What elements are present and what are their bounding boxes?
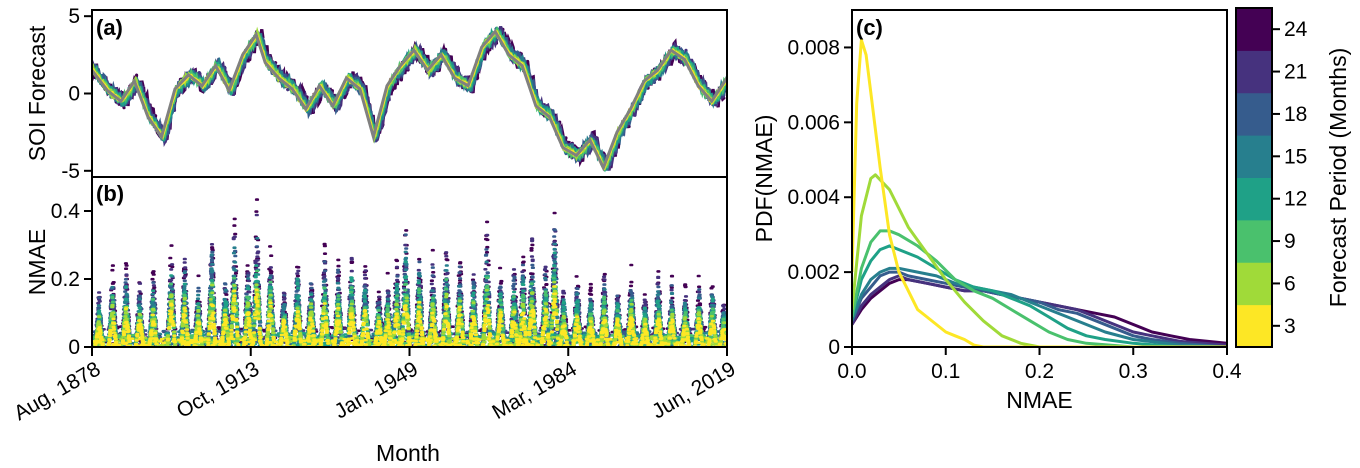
panel-c-pdf: 0.0 0.1 0.2 0.3 0.4 0 0.002 0.004 0.006 0.008 (c)… (751, 9, 1242, 413)
panel-a-y-tick-label: -5 (61, 160, 80, 183)
panel-b-x-tick-label: Mar, 1984 (488, 357, 581, 424)
colorbar-swatch-18mo (1236, 92, 1272, 136)
forecast-line-15mo (92, 26, 727, 171)
colorbar-swatch-24mo (1236, 8, 1272, 51)
panel-c-x-tick-label: 0.3 (1119, 360, 1148, 383)
panel-c-frame (851, 9, 1228, 348)
panel-a-y-axis-title: SOI Forecast (24, 25, 50, 161)
panel-b-x-axis-title: Month (376, 440, 440, 466)
colorbar-tick-label: 6 (1284, 272, 1296, 295)
colorbar-tick-label: 24 (1284, 18, 1308, 41)
pdf-curve-6mo (852, 173, 1227, 347)
panel-c-x-tick-label: 0.4 (1212, 360, 1242, 383)
colorbar: 3 6 9 12 15 18 21 24 Forecast Period (Months) (1235, 7, 1351, 348)
panel-c-y-tick-label: 0 (828, 336, 840, 359)
panel-c-y-tick-label: 0.006 (787, 111, 840, 134)
forecast-segments-21mo (92, 25, 727, 171)
forecast-line-9mo (92, 26, 727, 172)
panel-c-y-tick-label: 0.004 (787, 186, 840, 209)
panel-b-y-axis-title: NMAE (24, 229, 50, 295)
panel-c-x-tick-label: 0.0 (837, 360, 866, 383)
panel-c-plot-area (852, 38, 1227, 347)
colorbar-tick-label: 3 (1284, 315, 1296, 338)
colorbar-swatch-12mo (1236, 177, 1272, 221)
panel-b-x-tick-label: Jun, 2019 (648, 357, 739, 423)
colorbar-tick-label: 18 (1284, 103, 1307, 126)
panel-c-label: (c) (856, 15, 883, 40)
panel-b-x-tick-label: Aug, 1878 (10, 357, 104, 425)
colorbar-ticks: 3 6 9 12 15 18 21 24 (1272, 18, 1308, 338)
panel-b-y-tick-label: 0 (68, 336, 80, 359)
colorbar-tick-label: 15 (1284, 145, 1307, 168)
forecast-segments-9mo (92, 26, 727, 172)
colorbar-tick-label: 12 (1284, 188, 1307, 211)
colorbar-title: Forecast Period (Months) (1325, 48, 1351, 307)
panel-c-y-tick-label: 0.008 (787, 36, 840, 59)
panel-c-y-tick-label: 0.002 (787, 261, 840, 284)
panel-c-x-axis-title: NMAE (1006, 387, 1072, 413)
colorbar-swatch-6mo (1236, 262, 1272, 306)
panel-a-soi-forecast: -5 0 5 (a) SOI Forecast (24, 5, 728, 183)
forecast-segments-24mo (92, 27, 727, 169)
panel-c-x-tick-label: 0.2 (1025, 360, 1054, 383)
panel-a-y-ticks: -5 0 5 (61, 5, 92, 183)
forecast-line-12mo (92, 27, 727, 173)
colorbar-frame (1235, 7, 1273, 348)
colorbar-swatch-15mo (1236, 135, 1272, 178)
forecast-line-24mo (92, 27, 727, 169)
panel-a-frame (91, 9, 728, 178)
pdf-curve-9mo (852, 229, 1227, 347)
colorbar-tick-label: 21 (1284, 61, 1307, 84)
colorbar-segments (1236, 8, 1272, 348)
panel-a-plot-area (92, 25, 727, 173)
panel-a-y-tick-label: 5 (68, 5, 80, 28)
forecast-line-21mo (92, 25, 727, 171)
panel-b-x-tick-label: Oct, 1913 (173, 357, 263, 422)
pdf-curve-12mo (852, 244, 1227, 347)
panel-c-x-tick-label: 0.1 (931, 360, 960, 383)
colorbar-swatch-3mo (1236, 304, 1272, 348)
panel-c-y-axis-title: PDF(NMAE) (751, 115, 777, 243)
panel-b-y-tick-label: 0.4 (51, 200, 81, 223)
nmae-points-3mo (92, 285, 727, 347)
panel-b-label: (b) (96, 181, 124, 206)
panel-a-label: (a) (96, 15, 123, 40)
colorbar-swatch-21mo (1236, 50, 1272, 94)
colorbar-tick-label: 9 (1284, 230, 1296, 253)
observed-soi-line (92, 29, 727, 172)
panel-b-y-tick-label: 0.2 (51, 268, 80, 291)
pdf-curve-18mo (852, 270, 1227, 347)
pdf-curve-3mo (852, 38, 1227, 347)
colorbar-swatch-9mo (1236, 219, 1272, 263)
panel-b-nmae: 0 0.2 0.4 Aug, 1878 Oct, 1913 Jan, 1949 Mar, 1… (10, 176, 740, 466)
panel-c-ticks: 0.0 0.1 0.2 0.3 0.4 0 0.002 0.004 0.006 0.008 (787, 36, 1241, 383)
panel-b-x-tick-label: Jan, 1949 (331, 357, 422, 423)
panel-b-plot-area (92, 198, 727, 347)
panel-a-y-tick-label: 0 (68, 83, 80, 106)
forecast-segments-15mo (92, 26, 727, 171)
nmae-scatter-3mo (92, 285, 727, 347)
forecast-segments-12mo (92, 27, 727, 173)
